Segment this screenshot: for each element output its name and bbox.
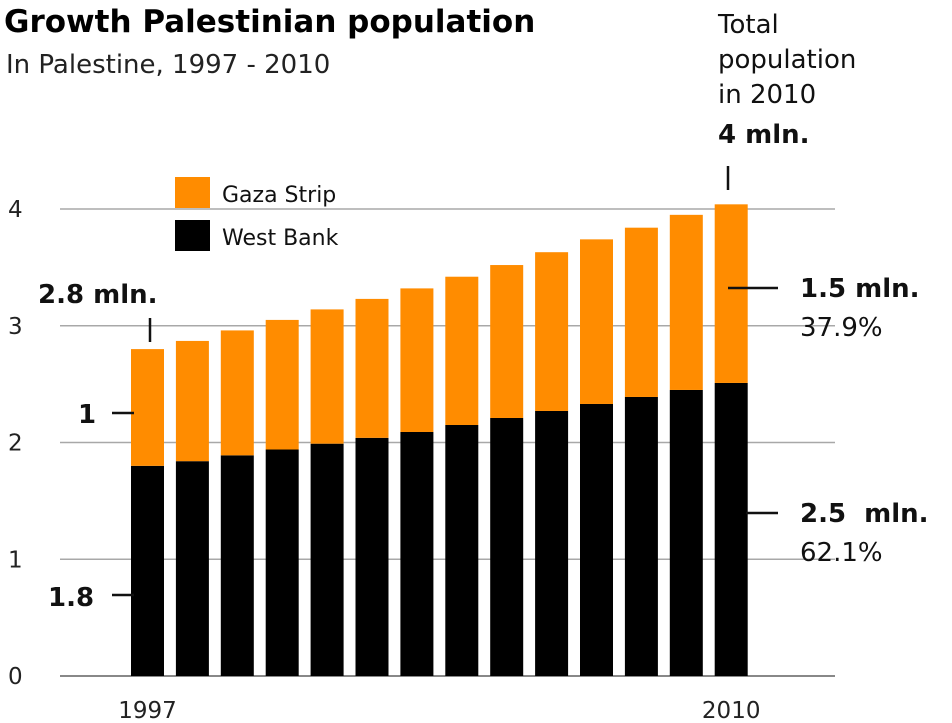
bar-westbank-1997 <box>131 465 164 676</box>
bar-westbank-2006 <box>535 410 569 676</box>
bar-westbank-2009 <box>669 389 703 676</box>
bar-gaza-2006 <box>535 252 569 411</box>
total-note-line-1: Total <box>717 10 779 40</box>
legend: Gaza Strip West Bank <box>175 177 339 251</box>
total-note-line-2: population <box>718 45 856 75</box>
bar-westbank-2004 <box>445 424 479 676</box>
bar-gaza-2007 <box>580 239 613 404</box>
annotation-total: Total population in 2010 4 mln. <box>717 10 856 190</box>
x-axis-ticks: 1997 2010 <box>118 698 760 723</box>
start-total-label: 2.8 mln. <box>38 280 158 310</box>
y-tick-label: 1 <box>8 547 23 573</box>
end-westbank-pct: 62.1% <box>800 538 883 568</box>
y-tick-label: 3 <box>8 314 23 340</box>
bars <box>131 204 748 676</box>
bar-gaza-2009 <box>669 214 703 390</box>
bar-gaza-2001 <box>310 309 344 444</box>
bar-gaza-1998 <box>175 340 209 462</box>
start-gaza-label: 1 <box>78 400 96 430</box>
bar-westbank-1999 <box>220 455 254 676</box>
total-value: 4 mln. <box>718 120 810 150</box>
chart-subtitle: In Palestine, 1997 - 2010 <box>6 50 330 80</box>
chart-title: Growth Palestinian population <box>4 4 535 40</box>
bar-gaza-2000 <box>265 319 299 450</box>
bar-westbank-2005 <box>490 417 524 676</box>
bar-westbank-2001 <box>310 443 344 676</box>
bar-gaza-2008 <box>624 227 658 397</box>
annotation-end: 1.5 mln. 37.9% 2.5 mln. 62.1% <box>728 274 929 568</box>
bar-gaza-2010 <box>714 204 748 383</box>
bar-gaza-2002 <box>355 298 389 438</box>
bar-westbank-2007 <box>580 403 613 676</box>
bar-gaza-2003 <box>400 288 434 432</box>
x-tick-label: 1997 <box>118 698 177 723</box>
legend-swatch-westbank <box>175 220 210 251</box>
y-tick-label: 2 <box>8 431 23 457</box>
total-note-line-3: in 2010 <box>718 80 816 110</box>
start-westbank-label: 1.8 <box>48 583 94 613</box>
y-axis-ticks: 0 1 2 3 4 <box>8 197 23 690</box>
bar-westbank-2003 <box>400 431 434 676</box>
bar-gaza-1999 <box>220 330 254 456</box>
y-tick-label: 0 <box>8 664 23 690</box>
legend-swatch-gaza <box>175 177 210 208</box>
bar-gaza-2005 <box>490 265 524 418</box>
legend-label-westbank: West Bank <box>222 226 339 251</box>
legend-label-gaza: Gaza Strip <box>222 183 336 208</box>
bar-westbank-1998 <box>175 461 209 676</box>
bar-gaza-2004 <box>445 276 479 425</box>
bar-westbank-2008 <box>624 396 658 676</box>
annotation-start: 2.8 mln. 1 1.8 <box>38 280 158 613</box>
y-tick-label: 4 <box>8 197 23 223</box>
end-gaza-value: 1.5 mln. <box>800 274 920 304</box>
bar-westbank-2000 <box>265 449 299 676</box>
bar-westbank-2002 <box>355 437 389 676</box>
end-gaza-pct: 37.9% <box>800 313 883 343</box>
bar-westbank-2010 <box>714 382 748 676</box>
end-westbank-value: 2.5 mln. <box>800 499 929 529</box>
x-tick-label: 2010 <box>702 698 761 723</box>
bar-gaza-1997 <box>131 349 164 466</box>
